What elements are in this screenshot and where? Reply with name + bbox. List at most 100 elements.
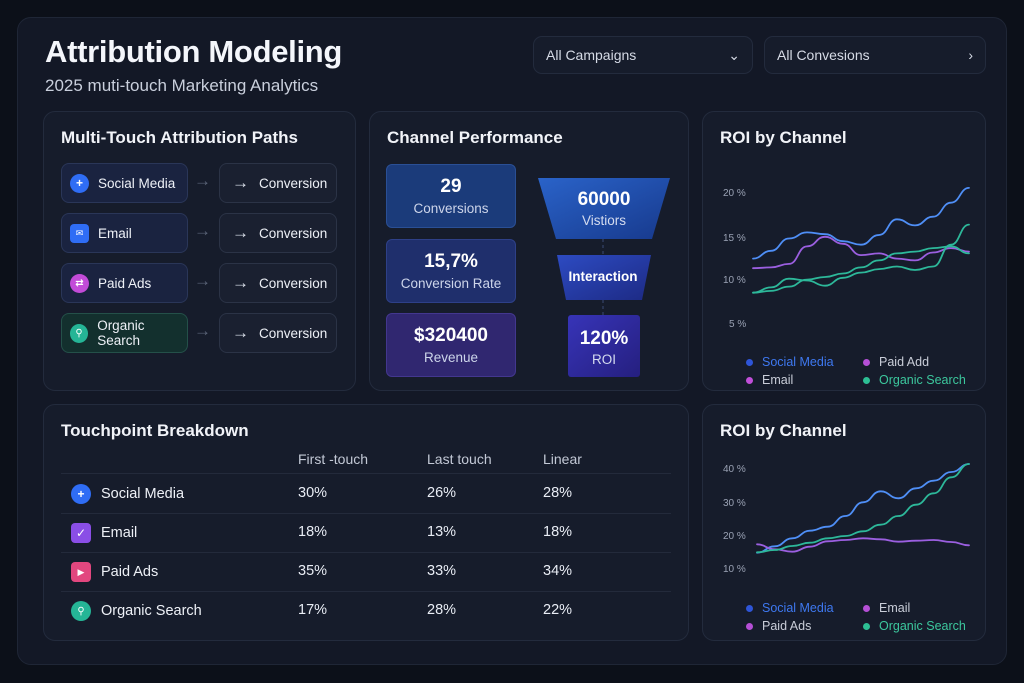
legend-label: Paid Add [879,355,930,369]
path-source-organic-search[interactable]: ⚲ Organic Search [61,313,188,353]
row-linear: 34% [543,563,573,579]
row-divider [61,552,671,553]
path-source-label: Email [98,225,132,241]
path-target-conversion[interactable]: → Conversion [219,313,337,353]
row-channel-name: Email [101,525,138,541]
legend-label: Social Media [762,355,834,369]
roi-chart-card-top: ROI by Channel 20 % 15 % 10 % 5 % Social… [702,111,986,391]
channel-performance-card: Channel Performance 29 Conversions 15,7%… [369,111,689,391]
series-line-paid-add [752,235,970,270]
row-last-touch: 26% [427,485,457,501]
conversion-filter-dropdown[interactable]: All Convesions › [764,36,986,74]
path-target-conversion[interactable]: → Conversion [219,263,337,303]
legend-item: Paid Add [863,355,929,369]
arrow-right-icon: → [232,323,249,342]
row-channel-name: Paid Ads [101,564,159,580]
campaign-filter-label: All Campaigns [546,47,637,63]
legend-label: Email [762,373,794,387]
channel-performance-title: Channel Performance [387,128,563,147]
roi-chart-card-bottom: ROI by Channel 40 % 30 % 20 % 10 % Socia… [702,404,986,641]
legend-item: Organic Search [863,373,966,387]
touchpoint-breakdown-card: Touchpoint Breakdown First -touch Last t… [43,404,689,641]
y-tick-label: 40 % [723,464,746,475]
legend-item: Email [746,373,793,387]
row-linear: 18% [543,524,573,540]
attribution-paths-title: Multi-Touch Attribution Paths [61,128,299,147]
legend-swatch [746,358,753,366]
legend-label: Email [879,601,911,615]
legend-swatch [863,358,870,366]
touchpoint-breakdown-title: Touchpoint Breakdown [61,421,249,440]
column-header-first-touch: First -touch [298,451,369,467]
revenue-value: $320400 [414,325,488,346]
y-tick-label: 15 % [723,233,746,244]
roi-chart-title-top: ROI by Channel [720,128,847,147]
series-line-email [756,537,970,553]
conversion-rate-label: Conversion Rate [400,276,502,291]
roi-line-chart-bottom [756,463,970,554]
row-linear: 22% [543,602,573,618]
row-last-touch: 28% [427,602,457,618]
legend-item: Social Media [746,601,834,615]
column-header-last-touch: Last touch [427,451,492,467]
plus-icon: + [70,173,89,193]
chevron-right-icon: › [968,47,973,63]
funnel-stage-roi [568,315,640,377]
arrow-right-icon: → [232,273,249,292]
series-line-organic-search [752,223,970,294]
y-tick-label: 20 % [723,188,746,199]
row-last-touch: 33% [427,563,457,579]
path-target-label: Conversion [259,275,328,291]
y-tick-label: 20 % [723,531,746,542]
path-target-label: Conversion [259,225,328,241]
roi-value: 120% [579,328,629,349]
roi-line-chart-top [752,187,970,294]
path-source-label: Paid Ads [98,275,152,291]
arrow-right-icon: → [232,173,249,192]
check-icon: ✓ [71,523,91,543]
revenue-stat: $320400 Revenue [386,313,516,377]
search-icon: ⚲ [70,323,89,343]
y-tick-label: 5 % [729,319,747,330]
series-line-social-media [752,187,970,260]
path-target-conversion[interactable]: → Conversion [219,213,337,253]
page-subtitle: 2025 muti-touch Marketing Analytics [45,76,319,95]
conversion-rate-stat: 15,7% Conversion Rate [386,239,516,303]
campaign-filter-dropdown[interactable]: All Campaigns ⌄ [533,36,753,74]
legend-swatch [746,376,753,384]
row-last-touch: 13% [427,524,457,540]
legend-label: Organic Search [879,619,966,633]
row-channel-name: Social Media [101,486,185,502]
path-target-label: Conversion [259,175,328,191]
series-line-organic-search [756,463,970,554]
conversions-value: 29 [440,176,462,197]
path-source-social-media[interactable]: + Social Media [61,163,188,203]
legend-swatch [863,604,870,612]
interaction-label: Interaction [568,269,638,284]
legend-label: Organic Search [879,373,966,387]
conversions-label: Conversions [413,201,489,216]
y-tick-label: 30 % [723,498,746,509]
path-source-label: Organic Search [97,318,145,348]
path-source-label: Social Media [98,175,176,191]
row-linear: 28% [543,485,573,501]
path-source-email[interactable]: ✉ Email [61,213,188,253]
row-channel-name: Organic Search [101,603,202,619]
series-line-social-media [756,463,970,554]
row-first-touch: 35% [298,563,328,579]
search-icon: ⚲ [71,601,91,621]
legend-swatch [746,622,753,630]
path-source-paid-ads[interactable]: ⇄ Paid Ads [61,263,188,303]
conversions-stat: 29 Conversions [386,164,516,228]
row-divider [61,473,671,474]
link-icon: ⇄ [70,273,89,293]
row-divider [61,591,671,592]
legend-swatch [863,622,870,630]
plus-icon: + [71,484,91,504]
row-first-touch: 18% [298,524,328,540]
funnel-stage-interaction [557,255,651,300]
path-target-conversion[interactable]: → Conversion [219,163,337,203]
visitors-value: 60000 [577,189,631,210]
series-line-email [752,245,970,294]
legend-swatch [746,604,753,612]
